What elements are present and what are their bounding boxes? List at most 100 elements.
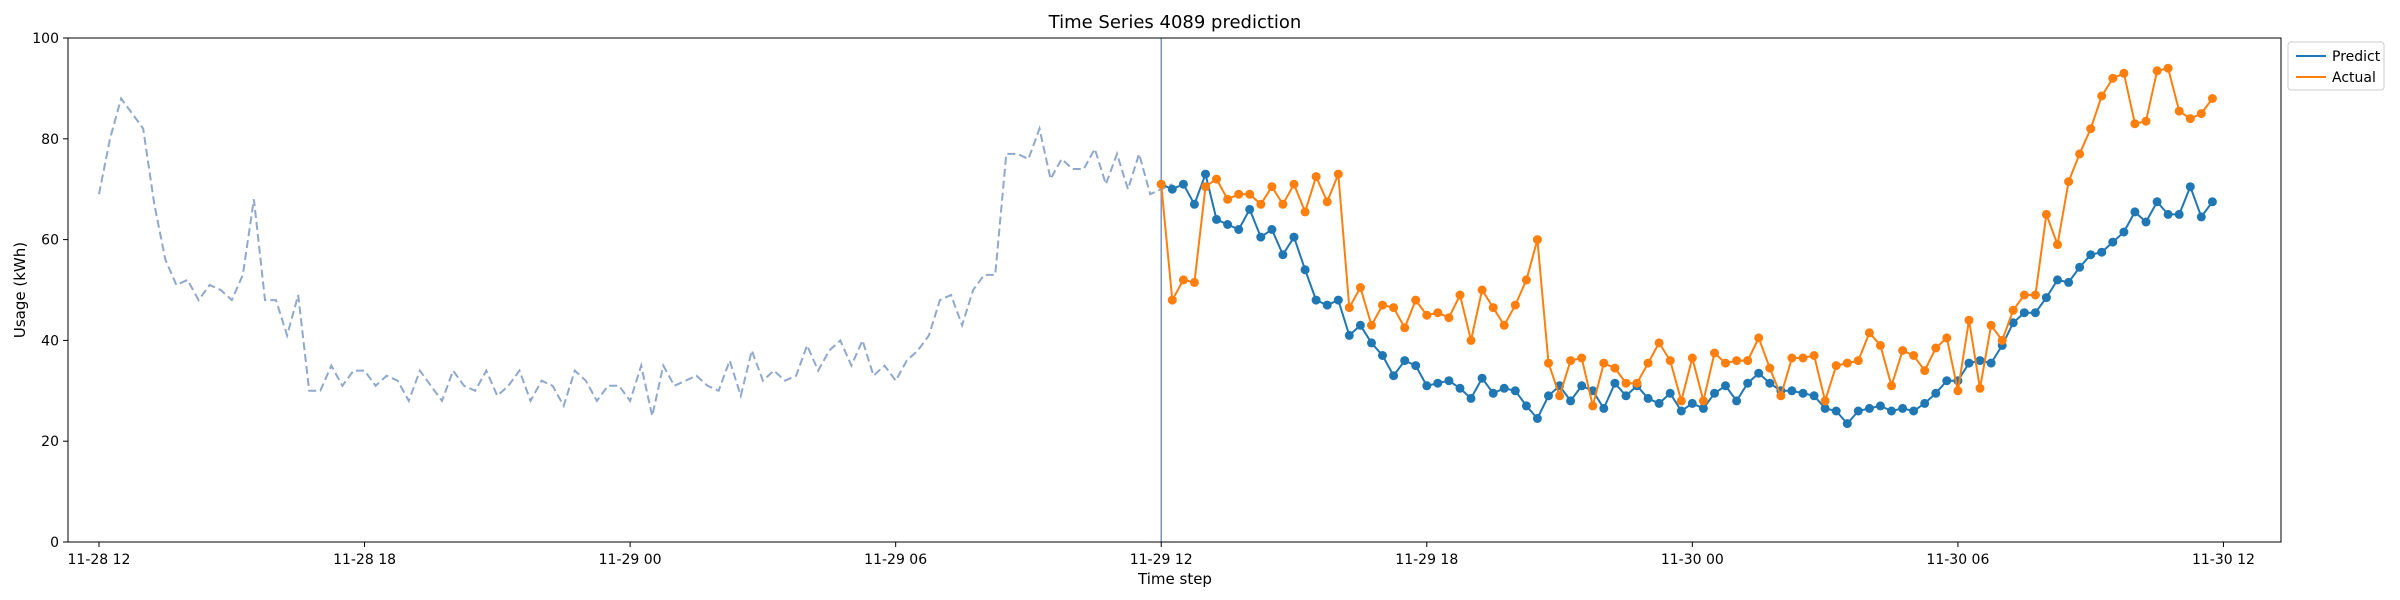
predict-point	[1898, 403, 1908, 413]
actual-point	[1223, 194, 1233, 204]
predict-point	[1333, 295, 1343, 305]
predict-point	[1721, 381, 1730, 391]
actual-point	[1333, 169, 1343, 179]
actual-point	[1234, 189, 1244, 199]
x-axis-label: Time step	[1137, 570, 1212, 588]
actual-point	[1975, 383, 1985, 393]
actual-line	[1160, 67, 2214, 407]
x-tick-label: 11-30 12	[2192, 552, 2255, 568]
actual-point	[1599, 358, 1609, 368]
actual-point	[1521, 275, 1531, 285]
y-tick-label: 40	[41, 333, 59, 349]
actual-point	[1577, 353, 1587, 363]
actual-point	[1864, 328, 1874, 338]
predict-point	[1400, 356, 1410, 366]
actual-point	[2163, 63, 2173, 73]
actual-point	[2207, 94, 2217, 103]
actual-point	[1201, 182, 1210, 192]
predict-point	[2152, 197, 2162, 207]
chart-title: Time Series 4089 prediction	[1048, 12, 1302, 33]
actual-point	[1820, 396, 1830, 406]
actual-point	[1256, 199, 1266, 209]
actual-point	[1433, 308, 1443, 318]
actual-point	[2086, 124, 2096, 134]
predict-point	[1499, 383, 1509, 393]
actual-point	[2097, 91, 2107, 101]
actual-point	[1355, 283, 1365, 292]
predict-point	[1201, 169, 1210, 179]
predict-point	[1577, 381, 1587, 391]
predict-point	[1986, 358, 1996, 368]
actual-point	[1156, 179, 1166, 189]
predict-point	[2030, 308, 2040, 318]
actual-point	[1787, 353, 1797, 363]
actual-point	[1721, 358, 1730, 368]
actual-point	[1300, 207, 1310, 217]
actual-point	[1610, 363, 1620, 373]
predict-point	[1367, 338, 1376, 348]
actual-point	[2141, 116, 2151, 126]
x-tick-label: 11-30 06	[1926, 552, 1989, 568]
x-tick-label: 11-29 12	[1130, 552, 1193, 568]
actual-point	[1444, 313, 1454, 323]
predict-point	[1234, 225, 1244, 234]
y-tick-label: 100	[32, 31, 59, 47]
actual-point	[1986, 320, 1996, 330]
predict-point	[1566, 396, 1576, 406]
predict-point	[1322, 300, 1332, 310]
predict-point	[2108, 237, 2118, 247]
actual-point	[1920, 366, 1930, 376]
predict-point	[1544, 391, 1553, 401]
actual-point	[2075, 149, 2085, 159]
predict-point	[1455, 383, 1465, 393]
predict-point	[1909, 406, 1919, 416]
actual-point	[1344, 303, 1354, 313]
actual-point	[1289, 179, 1299, 189]
predict-point	[1754, 368, 1764, 378]
x-tick-label: 11-29 00	[599, 552, 662, 568]
actual-point	[1964, 315, 1974, 325]
actual-point	[2174, 106, 2184, 116]
predict-point	[2097, 247, 2107, 257]
predict-point	[1422, 381, 1432, 391]
x-tick-label: 11-29 18	[1395, 552, 1458, 568]
predict-point	[1189, 199, 1199, 209]
y-axis-ticks: 0 20 40 60 80 100	[32, 31, 68, 551]
predict-point	[1687, 398, 1697, 408]
actual-point	[2041, 209, 2051, 219]
actual-point	[1566, 356, 1576, 366]
predict-point	[1920, 398, 1930, 408]
predict-point	[2008, 318, 2018, 328]
predict-point	[2086, 250, 2096, 260]
predict-point	[1256, 232, 1266, 242]
actual-point	[1455, 290, 1465, 300]
predict-point	[1942, 376, 1952, 386]
predict-point	[1466, 393, 1476, 403]
actual-point	[1278, 199, 1288, 209]
predict-point	[1267, 225, 1277, 234]
predict-point	[1853, 406, 1863, 416]
actual-point	[1466, 335, 1476, 345]
predict-point	[1477, 373, 1487, 383]
y-tick-label: 60	[41, 233, 59, 249]
actual-point	[1809, 351, 1819, 360]
predict-point	[1532, 414, 1542, 423]
actual-point	[1687, 353, 1697, 363]
y-tick-label: 0	[50, 535, 59, 551]
predict-point	[2075, 262, 2085, 272]
predict-point	[1798, 388, 1808, 398]
predict-point	[2174, 209, 2184, 219]
predict-point	[2163, 209, 2173, 219]
x-axis-ticks: 11-28 12 11-28 18 11-29 00 11-29 06 11-29 12…	[68, 542, 2255, 568]
actual-point	[1499, 320, 1509, 330]
actual-point	[1665, 356, 1675, 366]
predict-point	[1433, 378, 1443, 388]
actual-point	[1643, 358, 1653, 368]
predict-point	[1621, 391, 1631, 401]
actual-point	[2108, 73, 2118, 83]
actual-point	[1532, 235, 1542, 245]
actual-point	[1654, 338, 1664, 348]
actual-point	[1311, 172, 1321, 182]
actual-point	[1831, 361, 1841, 371]
